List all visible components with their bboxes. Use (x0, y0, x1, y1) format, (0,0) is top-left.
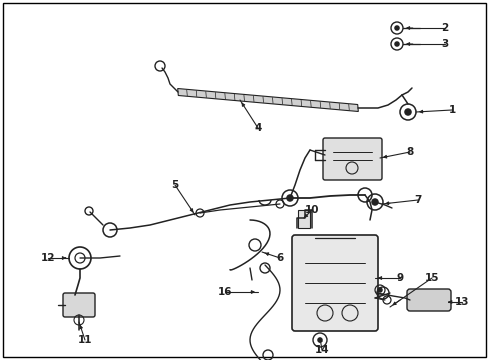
FancyBboxPatch shape (406, 289, 450, 311)
Circle shape (286, 195, 292, 201)
FancyBboxPatch shape (297, 210, 309, 228)
Text: 13: 13 (454, 297, 468, 307)
Text: 11: 11 (78, 335, 92, 345)
Text: 3: 3 (441, 39, 447, 49)
Circle shape (394, 26, 398, 30)
Circle shape (404, 109, 410, 115)
Text: 4: 4 (254, 123, 261, 133)
Text: 8: 8 (406, 147, 413, 157)
Text: 6: 6 (276, 253, 283, 263)
Circle shape (394, 42, 398, 46)
Text: 15: 15 (424, 273, 438, 283)
Text: 5: 5 (171, 180, 178, 190)
Circle shape (371, 199, 377, 205)
FancyBboxPatch shape (323, 138, 381, 180)
Circle shape (377, 288, 381, 292)
Text: 1: 1 (447, 105, 455, 115)
FancyBboxPatch shape (63, 293, 95, 317)
Circle shape (317, 338, 321, 342)
Text: 12: 12 (41, 253, 55, 263)
Text: 7: 7 (413, 195, 421, 205)
Text: 10: 10 (304, 205, 319, 215)
Text: 2: 2 (441, 23, 447, 33)
Text: 9: 9 (396, 273, 403, 283)
Text: 16: 16 (217, 287, 232, 297)
Polygon shape (177, 89, 358, 112)
Text: 14: 14 (314, 345, 328, 355)
FancyBboxPatch shape (291, 235, 377, 331)
